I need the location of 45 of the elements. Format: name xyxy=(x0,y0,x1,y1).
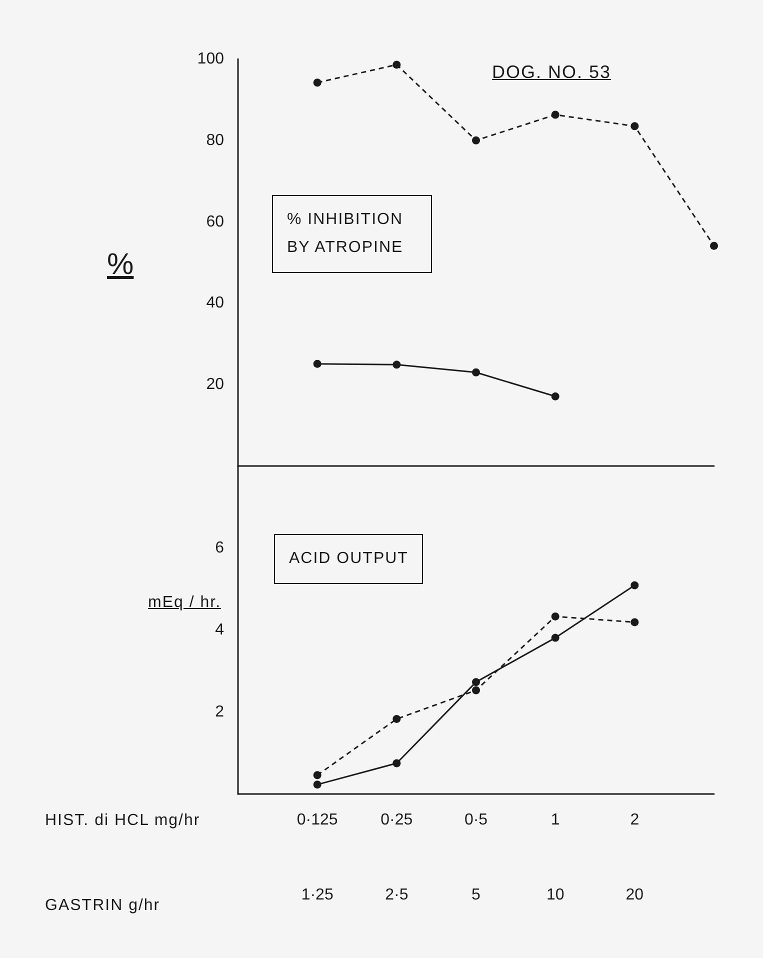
text: 2·5 xyxy=(385,886,408,904)
point xyxy=(630,122,639,130)
y-tick-label: 60 xyxy=(206,213,224,230)
y-tick-label: 20 xyxy=(206,376,224,394)
x-axis-title: HIST. di HCL mg/hr xyxy=(45,812,200,830)
text: 5 xyxy=(472,886,481,904)
y-tick-label: 100 xyxy=(197,50,224,68)
annotation: ACID OUTPUT xyxy=(274,534,424,584)
annotation: % INHIBITION BY ATROPINE xyxy=(272,195,432,273)
point xyxy=(313,360,322,368)
y-tick-label: 80 xyxy=(206,132,224,149)
x-tick-label: 2 xyxy=(630,812,640,828)
point xyxy=(472,368,480,376)
point xyxy=(313,771,322,780)
point xyxy=(630,618,639,626)
point xyxy=(313,780,322,789)
text: 10 xyxy=(546,886,564,904)
y-tick-label: 40 xyxy=(206,294,224,312)
y-tick-label: 4 xyxy=(215,622,224,638)
x-tick-label: 0·5 xyxy=(464,812,488,828)
point xyxy=(710,242,718,250)
x-tick-label: 0·25 xyxy=(380,812,413,828)
point xyxy=(551,110,560,119)
x-tick-label: 1 xyxy=(550,812,560,828)
point xyxy=(551,612,560,620)
chart-title: DOG. NO. 53 xyxy=(492,62,612,83)
point xyxy=(472,686,480,694)
point xyxy=(551,634,560,642)
point xyxy=(630,581,639,590)
y-axis-title: mEq / hr. xyxy=(148,594,222,612)
text: 1·25 xyxy=(301,886,334,904)
point xyxy=(392,60,401,69)
point xyxy=(472,678,480,686)
text: GASTRIN g/hr xyxy=(45,897,160,915)
y-tick-label: 6 xyxy=(215,540,224,556)
point xyxy=(392,759,401,768)
point xyxy=(472,136,480,144)
point xyxy=(313,78,322,87)
point xyxy=(392,714,401,723)
x-tick-label: 0·125 xyxy=(296,812,338,828)
text: 20 xyxy=(626,886,644,904)
y-axis-title: % xyxy=(107,248,134,282)
y-tick-label: 2 xyxy=(215,704,224,720)
point xyxy=(551,392,560,400)
point xyxy=(392,360,401,369)
